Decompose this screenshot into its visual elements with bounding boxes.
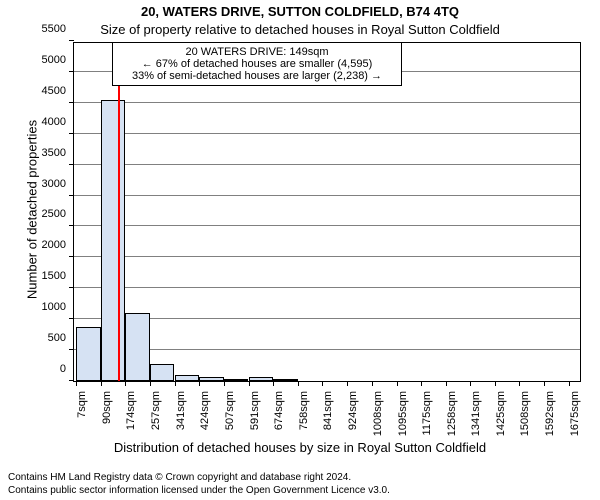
x-tick — [322, 381, 323, 386]
gridline — [74, 195, 580, 196]
y-tick — [69, 102, 74, 103]
y-tick-label: 4000 — [42, 116, 66, 128]
y-tick — [69, 349, 74, 350]
x-tick — [372, 381, 373, 386]
x-tick — [347, 381, 348, 386]
x-tick — [544, 381, 545, 386]
x-tick-label: 7sqm — [76, 391, 88, 441]
x-tick — [224, 381, 225, 386]
x-tick — [446, 381, 447, 386]
x-tick-label: 1592sqm — [544, 391, 556, 441]
plot-area: 0500100015002000250030003500400045005000… — [73, 42, 581, 382]
y-tick-label: 2000 — [42, 239, 66, 251]
x-tick — [569, 381, 570, 386]
x-tick — [397, 381, 398, 386]
y-tick — [69, 225, 74, 226]
histogram-bar — [101, 100, 126, 381]
x-axis-title: Distribution of detached houses by size … — [0, 440, 600, 455]
histogram-bar — [224, 379, 249, 381]
x-tick — [298, 381, 299, 386]
chart-container: 20, WATERS DRIVE, SUTTON COLDFIELD, B74 … — [0, 0, 600, 500]
x-tick — [150, 381, 151, 386]
gridline — [74, 225, 580, 226]
y-tick-label: 3500 — [42, 147, 66, 159]
x-tick-label: 507sqm — [224, 391, 236, 441]
y-tick-label: 3000 — [42, 178, 66, 190]
y-tick-label: 500 — [48, 332, 66, 344]
histogram-bar — [76, 327, 101, 381]
chart-title: 20, WATERS DRIVE, SUTTON COLDFIELD, B74 … — [0, 4, 600, 19]
histogram-bar — [273, 379, 298, 381]
x-tick-label: 257sqm — [150, 391, 162, 441]
y-tick — [69, 71, 74, 72]
callout-line1: 20 WATERS DRIVE: 149sqm — [119, 46, 395, 58]
x-tick — [273, 381, 274, 386]
gridline — [74, 318, 580, 319]
y-tick — [69, 195, 74, 196]
x-tick — [175, 381, 176, 386]
y-tick — [69, 380, 74, 381]
x-tick-label: 1425sqm — [495, 391, 507, 441]
x-tick-label: 1675sqm — [569, 391, 581, 441]
x-tick-label: 1175sqm — [421, 391, 433, 441]
histogram-bar — [150, 364, 175, 381]
footer-line1: Contains HM Land Registry data © Crown c… — [8, 472, 351, 483]
x-tick — [519, 381, 520, 386]
marker-line — [118, 43, 120, 381]
chart-subtitle: Size of property relative to detached ho… — [0, 22, 600, 37]
x-tick-label: 1508sqm — [519, 391, 531, 441]
y-tick-label: 1500 — [42, 270, 66, 282]
x-tick-label: 758sqm — [298, 391, 310, 441]
x-tick — [199, 381, 200, 386]
x-tick — [470, 381, 471, 386]
histogram-bar — [199, 377, 224, 381]
x-tick-label: 841sqm — [322, 391, 334, 441]
gridline — [74, 102, 580, 103]
callout-line3: 33% of semi-detached houses are larger (… — [119, 70, 395, 82]
footer-line2: Contains public sector information licen… — [8, 485, 390, 496]
y-tick — [69, 287, 74, 288]
x-tick — [76, 381, 77, 386]
histogram-bar — [125, 313, 150, 381]
x-tick-label: 424sqm — [199, 391, 211, 441]
x-tick — [495, 381, 496, 386]
histogram-bar — [249, 377, 274, 381]
y-axis-title: Number of detached properties — [25, 110, 40, 310]
x-tick-label: 1341sqm — [470, 391, 482, 441]
y-tick-label: 1000 — [42, 301, 66, 313]
y-tick-label: 5000 — [42, 54, 66, 66]
gridline — [74, 164, 580, 165]
gridline — [74, 256, 580, 257]
x-tick — [101, 381, 102, 386]
y-tick-label: 4500 — [42, 85, 66, 97]
x-tick — [125, 381, 126, 386]
x-tick-label: 674sqm — [273, 391, 285, 441]
gridline — [74, 349, 580, 350]
y-tick — [69, 256, 74, 257]
x-tick — [421, 381, 422, 386]
x-tick-label: 341sqm — [175, 391, 187, 441]
y-tick-label: 2500 — [42, 208, 66, 220]
y-tick — [69, 318, 74, 319]
x-tick-label: 924sqm — [347, 391, 359, 441]
x-tick-label: 1258sqm — [446, 391, 458, 441]
gridline — [74, 287, 580, 288]
x-tick-label: 591sqm — [249, 391, 261, 441]
x-tick-label: 1008sqm — [372, 391, 384, 441]
gridline — [74, 133, 580, 134]
x-tick-label: 1095sqm — [397, 391, 409, 441]
x-tick-label: 90sqm — [101, 391, 113, 441]
histogram-bar — [175, 375, 200, 381]
y-tick — [69, 164, 74, 165]
y-tick — [69, 133, 74, 134]
y-tick-label: 5500 — [42, 23, 66, 35]
callout-line2: ← 67% of detached houses are smaller (4,… — [119, 58, 395, 70]
y-tick — [69, 40, 74, 41]
x-tick — [249, 381, 250, 386]
callout-box: 20 WATERS DRIVE: 149sqm ← 67% of detache… — [112, 42, 402, 86]
x-tick-label: 174sqm — [125, 391, 137, 441]
y-tick-label: 0 — [60, 363, 66, 375]
